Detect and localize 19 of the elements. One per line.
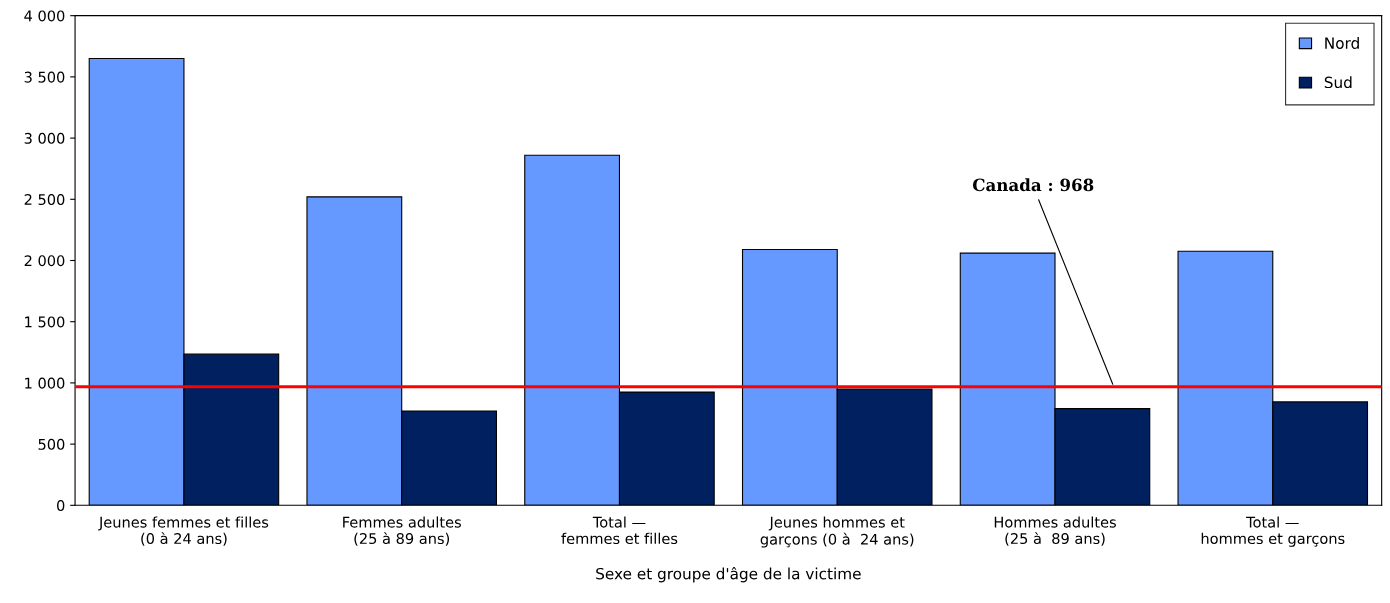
y-tick-label: 2 500 (24, 194, 65, 206)
x-tick-label: Total — hommes et garçons (1201, 516, 1345, 547)
y-tick-label: 1 500 (25, 316, 65, 328)
y-tick-label: 3 000 (24, 132, 65, 144)
legend-label: Nord (1325, 37, 1359, 49)
legend-label: Sud (1324, 76, 1352, 89)
x-tick-label: Femmes adultes (25 à 89 ans) (343, 516, 461, 546)
ref-line-label: Canada : 968 (972, 178, 1094, 192)
x-tick-label: Jeunes hommes et garçons (0 à 24 ans) (760, 516, 914, 548)
x-tick-label: Jeunes femmes et filles (0 à 24 ans) (98, 516, 269, 546)
y-tick-label: 500 (38, 438, 65, 450)
y-tick-label: 2 000 (24, 255, 65, 267)
y-tick-label: 3 500 (24, 71, 65, 83)
x-axis-title: Sexe et groupe d'âge de la victime (596, 567, 861, 583)
x-tick-label: Total — femmes et filles (561, 516, 678, 545)
y-tick-label: 4 000 (24, 10, 65, 22)
y-tick-label: 1 000 (25, 377, 65, 389)
x-tick-label: Hommes adultes (25 à 89 ans) (994, 516, 1116, 546)
y-tick-label: 0 (57, 500, 65, 512)
